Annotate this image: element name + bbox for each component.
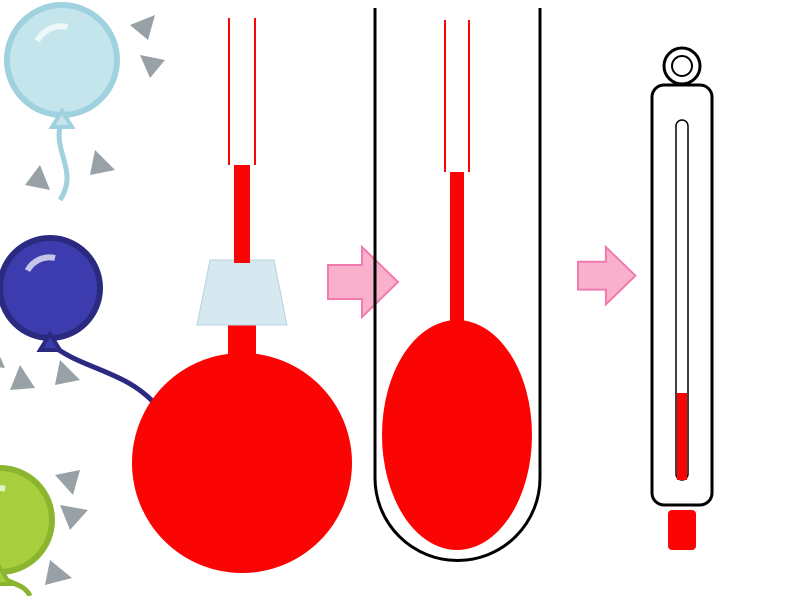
balloon-green [0, 468, 88, 596]
arrow-right-icon [578, 247, 635, 304]
spark-icon [130, 15, 155, 40]
test-tube-thermometer [375, 8, 540, 561]
flask-tube-fluid [234, 165, 250, 263]
thermometer-ring [664, 48, 700, 84]
balloon-body [0, 238, 100, 338]
balloon-light [7, 5, 165, 200]
spark-icon [90, 150, 115, 175]
balloon-body [7, 5, 117, 115]
flask-stopper [197, 260, 287, 325]
test-tube-fluid [450, 172, 464, 435]
balloon-string [59, 120, 67, 200]
flask-thermometer [132, 18, 352, 573]
spark-icon [25, 165, 50, 190]
balloon-dark [0, 238, 160, 410]
spark-icon [140, 55, 165, 78]
thermometer [652, 48, 712, 550]
flask-neck-fill [228, 323, 256, 371]
spark-icon [45, 560, 72, 585]
thermometer-fluid [677, 393, 687, 480]
spark-icon [10, 365, 35, 390]
thermometer-bulb [668, 510, 696, 550]
flask-bulb [132, 353, 352, 573]
spark-icon [60, 505, 88, 530]
arrow-right-icon [328, 247, 398, 317]
balloon-body [0, 468, 52, 572]
thermometer-ring-inner [672, 56, 692, 76]
spark-icon [55, 470, 80, 495]
spark-icon [0, 345, 5, 368]
spark-icon [55, 360, 80, 385]
